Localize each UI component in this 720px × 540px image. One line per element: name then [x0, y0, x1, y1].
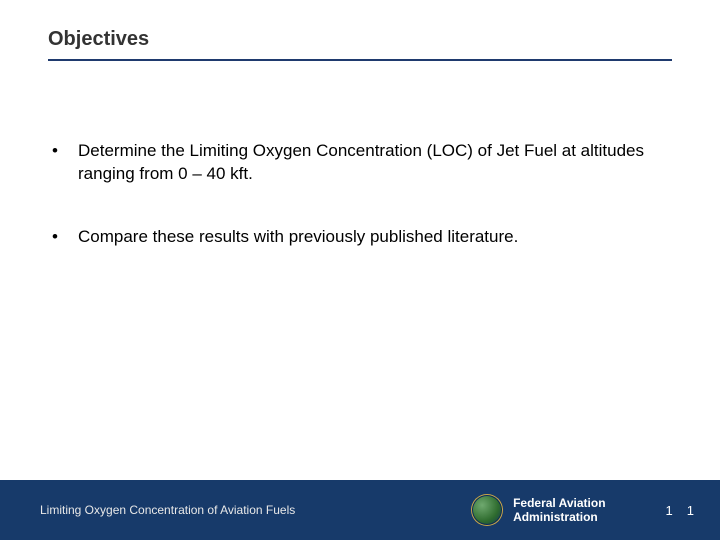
bullet-item: • Determine the Limiting Oxygen Concentr… — [48, 140, 672, 186]
agency-name: Federal Aviation Administration — [513, 496, 605, 525]
footer-page-numbers: 1 1 — [666, 503, 694, 518]
body-area: • Determine the Limiting Oxygen Concentr… — [48, 140, 672, 289]
bullet-text: Compare these results with previously pu… — [78, 226, 672, 249]
bullet-marker-icon: • — [48, 140, 78, 163]
bullet-text: Determine the Limiting Oxygen Concentrat… — [78, 140, 672, 186]
bullet-item: • Compare these results with previously … — [48, 226, 672, 249]
footer-agency-block: Federal Aviation Administration — [471, 494, 605, 526]
faa-seal-icon — [471, 494, 503, 526]
title-area: Objectives — [48, 28, 672, 61]
footer-bar: Limiting Oxygen Concentration of Aviatio… — [0, 480, 720, 540]
page-number: 1 — [687, 503, 694, 518]
bullet-marker-icon: • — [48, 226, 78, 249]
footer-presentation-title: Limiting Oxygen Concentration of Aviatio… — [40, 503, 471, 517]
slide: Objectives • Determine the Limiting Oxyg… — [0, 0, 720, 540]
slide-title: Objectives — [48, 28, 672, 61]
agency-line1: Federal Aviation — [513, 496, 605, 510]
page-number: 1 — [666, 503, 673, 518]
agency-line2: Administration — [513, 510, 605, 524]
